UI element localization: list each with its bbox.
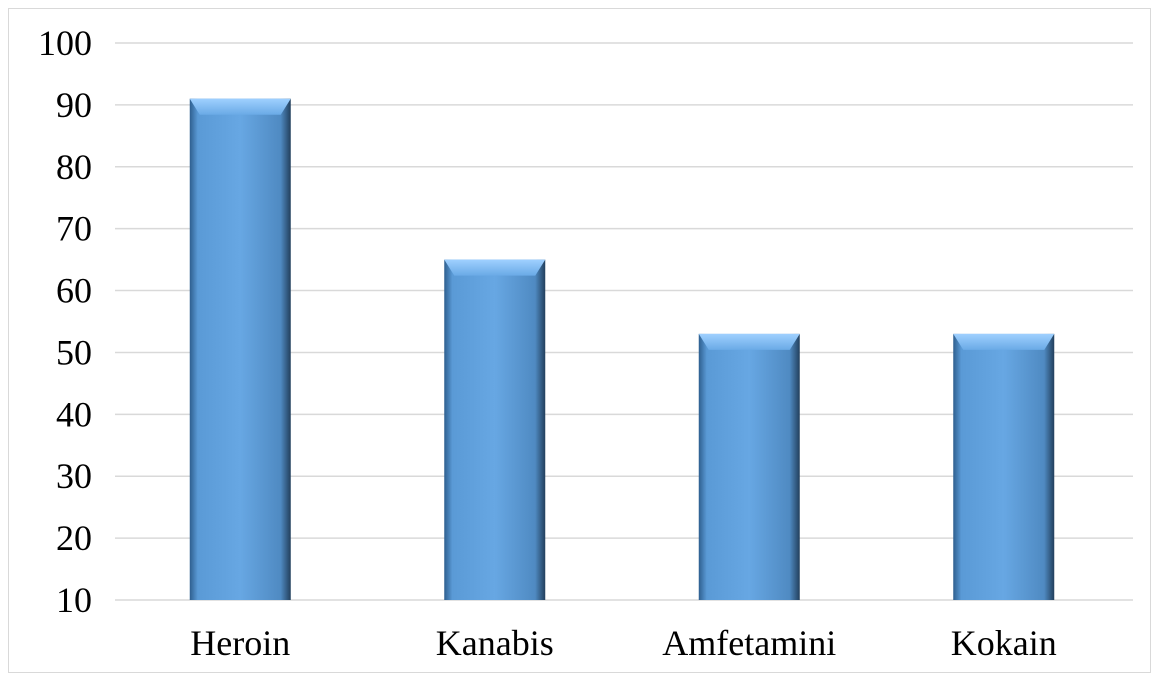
y-tick-label: 100 [38,23,92,63]
y-tick-label: 70 [56,209,92,249]
bar-bevel [953,333,1055,350]
bar [698,333,800,600]
bar [953,333,1055,600]
bar [189,98,291,600]
bar-bevel [189,98,291,115]
y-tick-label: 40 [56,394,92,434]
y-tick-label: 60 [56,271,92,311]
x-category-label: Amfetamini [662,623,836,663]
bar-bevel [444,259,546,276]
y-tick-label: 90 [56,85,92,125]
x-category-label: Kanabis [436,623,554,663]
bar [444,259,546,600]
bar-heroin [189,98,291,600]
bar-bevel [698,333,800,350]
bars [189,98,1055,600]
y-tick-label: 10 [56,580,92,620]
x-axis-labels: Heroin Kanabis Amfetamini Kokain [190,623,1056,663]
y-tick-label: 20 [56,518,92,558]
bar-kanabis [444,259,546,600]
bar-kokain [953,333,1055,600]
y-tick-label: 50 [56,332,92,372]
x-category-label: Kokain [951,623,1057,663]
y-axis-ticks: 10 20 30 40 50 60 70 80 90 100 [38,23,92,620]
y-tick-label: 30 [56,456,92,496]
bar-amfetamini [698,333,800,600]
x-category-label: Heroin [190,623,290,663]
y-tick-label: 80 [56,147,92,187]
